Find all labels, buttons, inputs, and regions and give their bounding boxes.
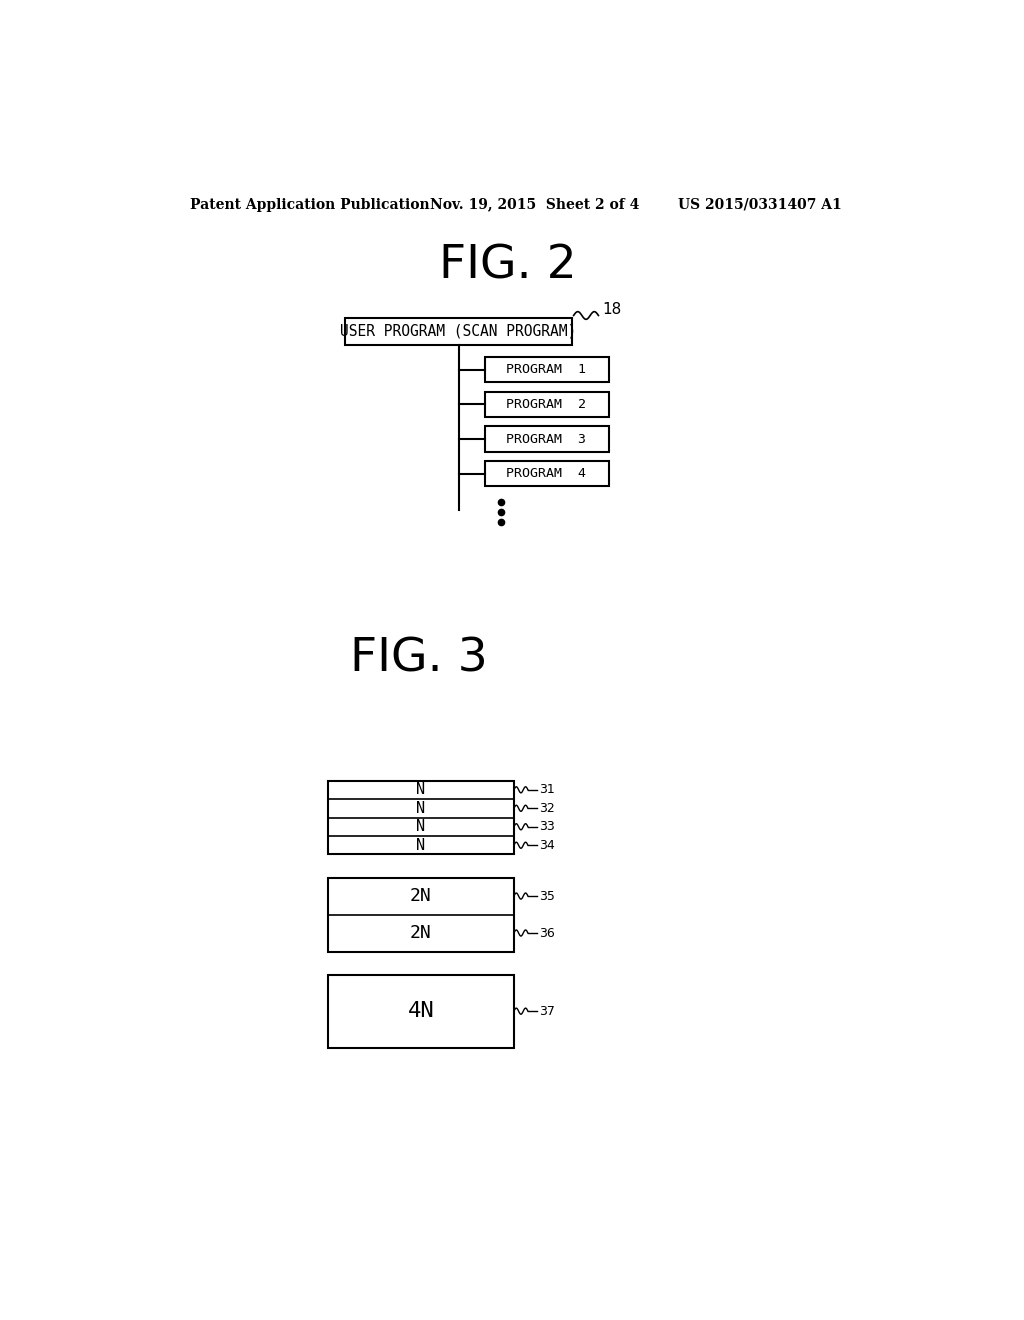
Bar — [328, 878, 514, 952]
Text: N: N — [417, 838, 426, 853]
Text: PROGRAM  3: PROGRAM 3 — [507, 433, 587, 446]
Text: PROGRAM  2: PROGRAM 2 — [507, 397, 587, 411]
Text: 2N: 2N — [410, 924, 432, 942]
Text: 2N: 2N — [410, 887, 432, 906]
Bar — [328, 780, 514, 854]
Bar — [328, 974, 514, 1048]
Text: USER PROGRAM (SCAN PROGRAM): USER PROGRAM (SCAN PROGRAM) — [340, 323, 577, 339]
Text: US 2015/0331407 A1: US 2015/0331407 A1 — [678, 198, 842, 211]
Bar — [484, 392, 608, 417]
Text: 34: 34 — [539, 838, 555, 851]
Text: N: N — [417, 783, 426, 797]
Text: 33: 33 — [539, 820, 555, 833]
Text: PROGRAM  1: PROGRAM 1 — [507, 363, 587, 376]
Text: N: N — [417, 820, 426, 834]
Text: 35: 35 — [539, 890, 555, 903]
Bar — [484, 358, 608, 383]
Bar — [484, 426, 608, 451]
Text: Patent Application Publication: Patent Application Publication — [190, 198, 430, 211]
Text: 18: 18 — [602, 302, 622, 317]
Text: 37: 37 — [539, 1005, 555, 1018]
Text: 36: 36 — [539, 927, 555, 940]
Bar — [484, 461, 608, 487]
Text: 32: 32 — [539, 801, 555, 814]
Text: 4N: 4N — [408, 1001, 434, 1022]
Text: N: N — [417, 801, 426, 816]
Text: Nov. 19, 2015  Sheet 2 of 4: Nov. 19, 2015 Sheet 2 of 4 — [430, 198, 640, 211]
Bar — [345, 318, 572, 345]
Text: 31: 31 — [539, 783, 555, 796]
Text: PROGRAM  4: PROGRAM 4 — [507, 467, 587, 480]
Text: FIG. 3: FIG. 3 — [350, 636, 487, 681]
Text: FIG. 2: FIG. 2 — [439, 244, 577, 289]
